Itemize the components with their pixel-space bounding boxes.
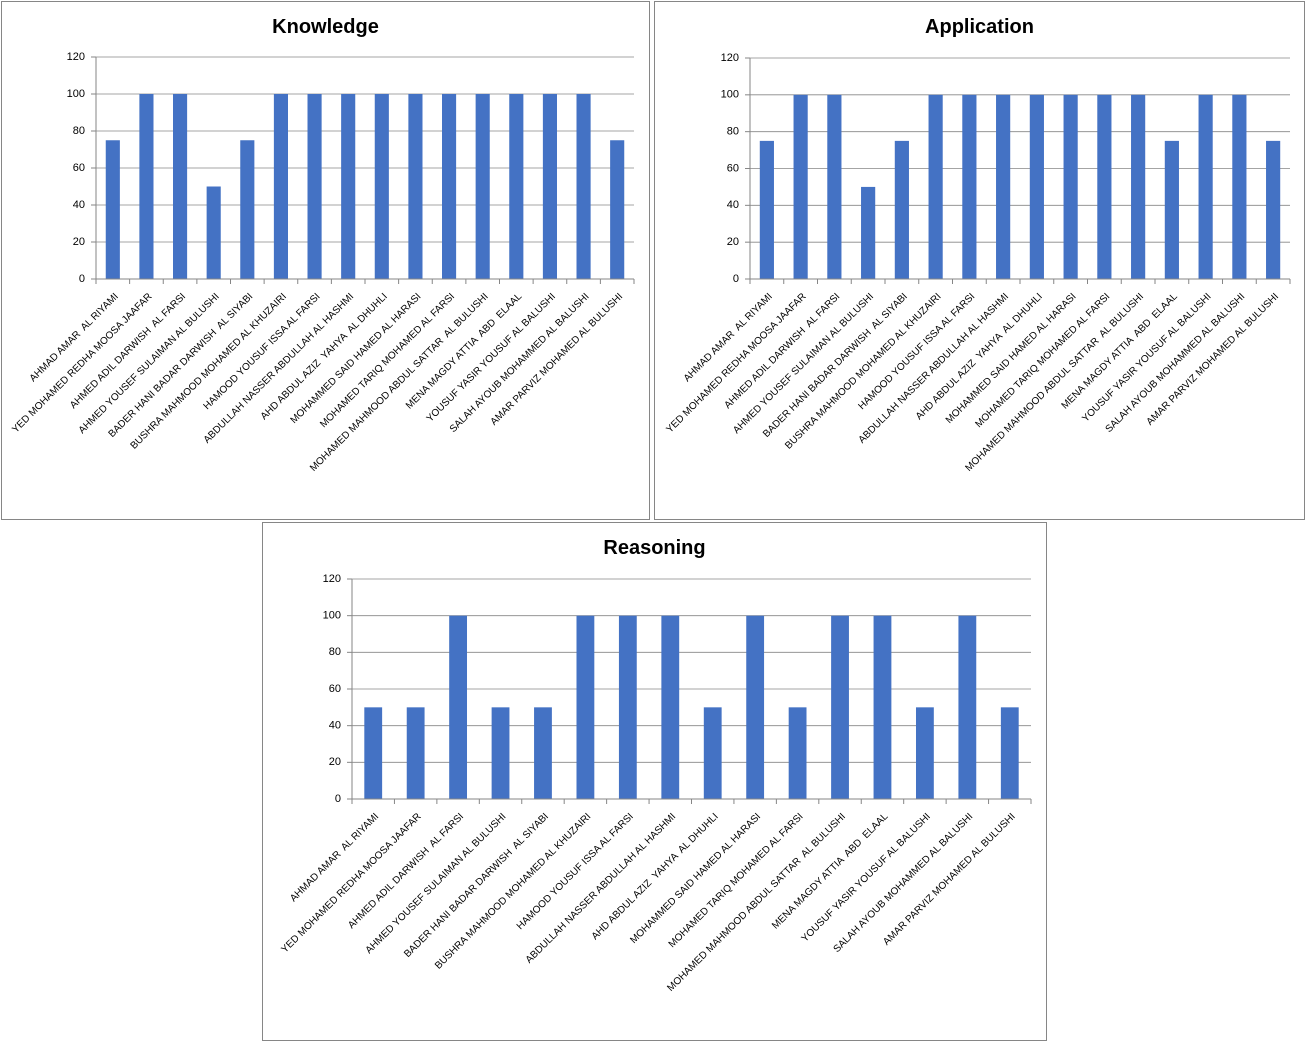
bar xyxy=(1097,94,1112,279)
bar xyxy=(491,707,510,799)
y-tick-label: 60 xyxy=(727,162,739,174)
bar xyxy=(894,140,909,279)
bar xyxy=(996,94,1011,279)
bar xyxy=(827,94,842,279)
bar xyxy=(534,707,552,799)
bar xyxy=(307,94,322,279)
bar xyxy=(173,94,188,279)
bar xyxy=(442,94,457,279)
bar xyxy=(928,94,943,279)
y-tick-label: 20 xyxy=(73,236,85,248)
y-tick-label: 60 xyxy=(329,683,341,695)
y-tick-label: 80 xyxy=(727,126,739,138)
bar xyxy=(661,615,680,799)
y-tick-label: 80 xyxy=(329,646,341,658)
y-tick-label: 120 xyxy=(721,52,739,64)
bar xyxy=(1198,94,1213,279)
y-tick-label: 120 xyxy=(323,573,341,585)
bar xyxy=(206,186,221,279)
bar xyxy=(1000,707,1019,799)
bar xyxy=(449,615,468,799)
bar xyxy=(364,707,383,799)
chart-title: Knowledge xyxy=(272,16,379,38)
bar xyxy=(406,707,425,799)
y-tick-label: 40 xyxy=(73,199,85,211)
bar xyxy=(703,707,722,799)
bar xyxy=(576,615,595,799)
chart-title: Reasoning xyxy=(603,537,705,559)
bar xyxy=(915,707,934,799)
bar xyxy=(273,94,288,279)
bar xyxy=(618,615,637,799)
y-tick-label: 0 xyxy=(79,273,85,285)
y-tick-label: 40 xyxy=(727,199,739,211)
bar xyxy=(408,94,423,279)
chart-title: Application xyxy=(925,16,1034,38)
y-tick-label: 120 xyxy=(67,51,85,63)
bar xyxy=(341,94,356,279)
bar xyxy=(576,94,591,279)
bar xyxy=(873,615,892,799)
y-tick-label: 60 xyxy=(73,162,85,174)
bar xyxy=(788,707,807,799)
bar xyxy=(793,94,808,279)
bar xyxy=(1232,94,1247,279)
y-tick-label: 0 xyxy=(733,273,739,285)
y-tick-label: 20 xyxy=(329,756,341,768)
y-tick-label: 100 xyxy=(721,89,739,101)
chart-border xyxy=(262,522,1047,1041)
bar xyxy=(962,94,977,279)
y-tick-label: 40 xyxy=(329,720,341,732)
bar xyxy=(861,186,876,279)
bar xyxy=(759,140,774,279)
bar xyxy=(831,615,849,799)
y-tick-label: 100 xyxy=(67,88,85,100)
y-tick-label: 80 xyxy=(73,125,85,137)
bar xyxy=(139,94,154,279)
bar xyxy=(475,94,490,279)
bar xyxy=(542,94,557,279)
y-tick-label: 0 xyxy=(335,793,341,805)
bar xyxy=(509,94,524,279)
bar xyxy=(374,94,389,279)
bar xyxy=(1029,94,1044,279)
bar xyxy=(1063,94,1078,279)
bar xyxy=(1164,140,1179,279)
bar xyxy=(105,140,120,279)
bar xyxy=(1266,140,1281,279)
bar xyxy=(1131,94,1146,279)
bar xyxy=(240,140,255,279)
y-tick-label: 20 xyxy=(727,236,739,248)
bar xyxy=(610,140,625,279)
bar xyxy=(746,615,765,799)
bar xyxy=(958,615,977,799)
y-tick-label: 100 xyxy=(323,610,341,622)
